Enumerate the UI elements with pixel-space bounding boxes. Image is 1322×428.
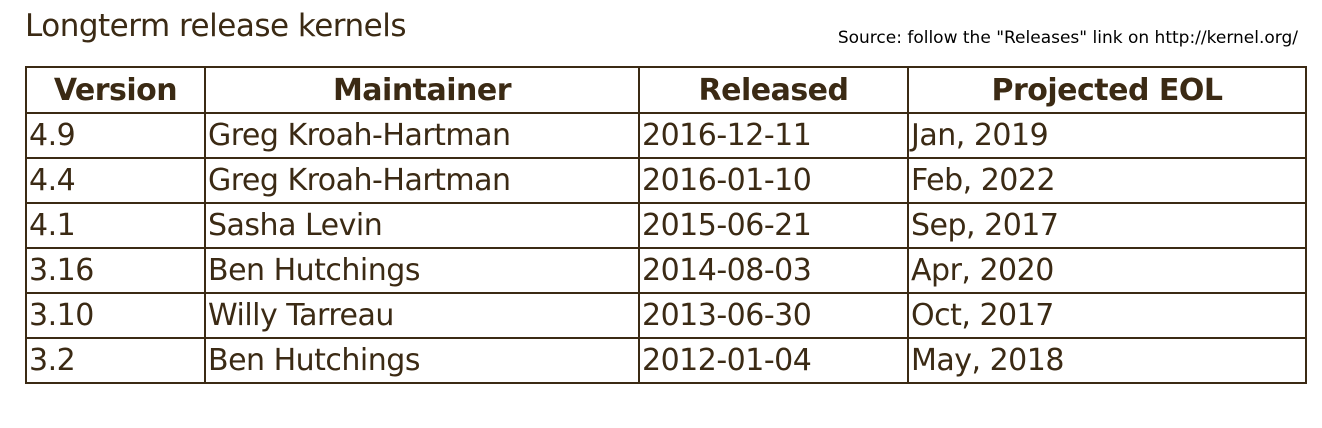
cell-projected-eol: May, 2018 (907, 337, 1307, 384)
table-row: 4.1 Sasha Levin 2015-06-21 Sep, 2017 (25, 202, 1307, 249)
cell-released: 2015-06-21 (638, 202, 909, 249)
cell-version: 4.9 (25, 112, 206, 159)
cell-maintainer: Greg Kroah-Hartman (204, 112, 640, 159)
table-row: 3.10 Willy Tarreau 2013-06-30 Oct, 2017 (25, 292, 1307, 339)
cell-released: 2013-06-30 (638, 292, 909, 339)
cell-projected-eol: Sep, 2017 (907, 202, 1307, 249)
column-header-maintainer: Maintainer (204, 66, 640, 114)
table-row: 4.4 Greg Kroah-Hartman 2016-01-10 Feb, 2… (25, 157, 1307, 204)
cell-maintainer: Greg Kroah-Hartman (204, 157, 640, 204)
cell-maintainer: Willy Tarreau (204, 292, 640, 339)
column-header-projected-eol: Projected EOL (907, 66, 1307, 114)
table-header-row: Version Maintainer Released Projected EO… (25, 66, 1307, 114)
source-note: Source: follow the "Releases" link on ht… (837, 28, 1298, 48)
cell-version: 3.2 (25, 337, 206, 384)
cell-projected-eol: Apr, 2020 (907, 247, 1307, 294)
cell-maintainer: Ben Hutchings (204, 247, 640, 294)
cell-version: 4.1 (25, 202, 206, 249)
column-header-version: Version (25, 66, 206, 114)
cell-released: 2016-01-10 (638, 157, 909, 204)
cell-projected-eol: Oct, 2017 (907, 292, 1307, 339)
longterm-kernels-table: Version Maintainer Released Projected EO… (25, 66, 1307, 384)
cell-released: 2016-12-11 (638, 112, 909, 159)
page-title: Longterm release kernels (25, 8, 407, 44)
cell-released: 2012-01-04 (638, 337, 909, 384)
cell-projected-eol: Jan, 2019 (907, 112, 1307, 159)
cell-version: 4.4 (25, 157, 206, 204)
cell-projected-eol: Feb, 2022 (907, 157, 1307, 204)
cell-version: 3.10 (25, 292, 206, 339)
table-row: 4.9 Greg Kroah-Hartman 2016-12-11 Jan, 2… (25, 112, 1307, 159)
column-header-released: Released (638, 66, 909, 114)
table-row: 3.16 Ben Hutchings 2014-08-03 Apr, 2020 (25, 247, 1307, 294)
cell-maintainer: Sasha Levin (204, 202, 640, 249)
cell-released: 2014-08-03 (638, 247, 909, 294)
table-row: 3.2 Ben Hutchings 2012-01-04 May, 2018 (25, 337, 1307, 384)
cell-maintainer: Ben Hutchings (204, 337, 640, 384)
cell-version: 3.16 (25, 247, 206, 294)
